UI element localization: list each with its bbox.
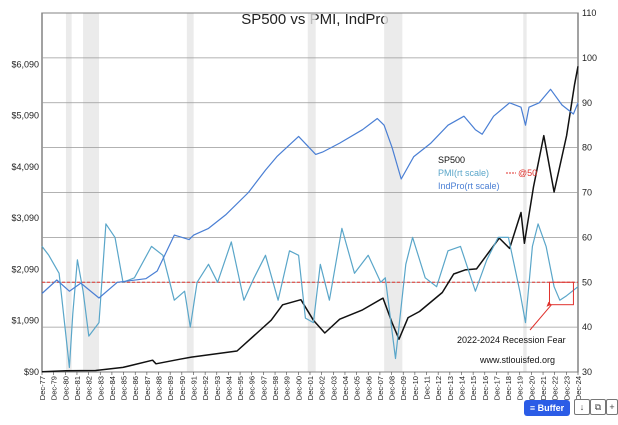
- x-tick-label: Dec-13: [446, 376, 455, 400]
- x-tick-label: Dec-88: [155, 376, 164, 400]
- series-line-pmi-rt-scale-: [41, 223, 579, 369]
- x-tick-label: Dec-07: [376, 376, 385, 400]
- y-left-tick-label: $2,090: [11, 264, 39, 274]
- x-tick-label: Dec-99: [283, 376, 292, 400]
- x-tick-label: Dec-24: [574, 376, 583, 400]
- series-line-indpro-rt-scale-: [41, 88, 579, 299]
- x-tick-label: Dec-04: [341, 376, 350, 400]
- x-tick-label: Dec-92: [201, 376, 210, 400]
- x-tick-label: Dec-89: [166, 376, 175, 400]
- expand-icon[interactable]: +: [606, 399, 618, 415]
- x-tick-label: Dec-10: [411, 376, 420, 400]
- x-tick-label: Dec-94: [224, 376, 233, 400]
- x-tick-label: Dec-16: [481, 376, 490, 400]
- y-right-tick-label: 50: [582, 277, 592, 287]
- y-left-tick-label: $1,090: [11, 316, 39, 326]
- x-tick-label: Dec-83: [96, 376, 105, 400]
- x-tick-label: Dec-09: [399, 376, 408, 400]
- y-left-tick-label: $6,090: [11, 59, 39, 69]
- x-tick-label: Dec-85: [120, 376, 129, 400]
- annotations: 2022-2024 Recession Fear www.stlouisfed.o…: [457, 281, 574, 365]
- x-tick-label: Dec-11: [423, 376, 432, 400]
- x-tick-label: Dec-90: [178, 376, 187, 400]
- x-tick-label: Dec-77: [38, 376, 47, 400]
- series-line-sp500: [41, 66, 579, 373]
- x-tick-label: Dec-02: [318, 376, 327, 400]
- x-tick-label: Dec-01: [306, 376, 315, 400]
- x-tick-label: Dec-23: [562, 376, 571, 400]
- recession-fear-arrow: [529, 304, 552, 331]
- x-tick-label: Dec-14: [457, 376, 466, 400]
- x-tick-label: Dec-17: [492, 376, 501, 400]
- y-right-tick-label: 80: [582, 143, 592, 153]
- download-icon[interactable]: ↓: [574, 399, 590, 415]
- recession-fear-arrowhead: [546, 301, 552, 307]
- x-tick-label: Dec-84: [108, 376, 117, 400]
- x-tick-label: Dec-20: [527, 376, 536, 400]
- y-right-tick-label: 40: [582, 322, 592, 332]
- x-tick-label: Dec-86: [131, 376, 140, 400]
- x-tick-label: Dec-80: [61, 376, 70, 400]
- x-tick-label: Dec-97: [259, 376, 268, 400]
- x-tick-label: Dec-00: [294, 376, 303, 400]
- x-tick-label: Dec-06: [364, 376, 373, 400]
- y-right-tick-label: 70: [582, 188, 592, 198]
- x-tick-label: Dec-87: [143, 376, 152, 400]
- y-right-tick-label: 90: [582, 98, 592, 108]
- y-right-tick-label: 110: [582, 8, 596, 18]
- legend-ref-label: @50: [518, 168, 537, 178]
- buffer-icon: ≡: [529, 403, 538, 413]
- share-icon[interactable]: ⧉: [590, 399, 606, 415]
- legend-entry-2: IndPro(rt scale): [438, 181, 500, 191]
- x-tick-label: Dec-05: [353, 376, 362, 400]
- y-left-tick-label: $90: [24, 367, 39, 377]
- buffer-button[interactable]: ≡ Buffer: [524, 400, 570, 416]
- x-tick-label: Dec-81: [73, 376, 82, 400]
- x-tick-label: Dec-91: [189, 376, 198, 400]
- x-tick-label: Dec-03: [329, 376, 338, 400]
- x-tick-label: Dec-22: [551, 376, 560, 400]
- legend-entry-0: SP500: [438, 155, 465, 165]
- x-tick-label: Dec-96: [248, 376, 257, 400]
- y-right-tick-label: 100: [582, 53, 597, 63]
- legend-entry-1: PMI(rt scale): [438, 168, 489, 178]
- y-right-tick-label: 60: [582, 232, 592, 242]
- x-tick-label: Dec-19: [516, 376, 525, 400]
- recession-fear-box: [548, 281, 574, 306]
- x-tick-label: Dec-98: [271, 376, 280, 400]
- y-left-tick-label: $3,090: [11, 213, 39, 223]
- x-tick-label: Dec-95: [236, 376, 245, 400]
- x-tick-label: Dec-18: [504, 376, 513, 400]
- buffer-label: Buffer: [537, 403, 565, 413]
- x-tick-label: Dec-15: [469, 376, 478, 400]
- legend: SP500 PMI(rt scale) @50 IndPro(rt scale): [438, 155, 537, 191]
- annotation-recession-fear: 2022-2024 Recession Fear: [457, 335, 566, 345]
- x-tick-label: Dec-08: [388, 376, 397, 400]
- x-tick-label: Dec-82: [85, 376, 94, 400]
- annotation-source: www.stlouisfed.org: [479, 355, 555, 365]
- y-right-tick-label: 30: [582, 367, 592, 377]
- y-left-tick-label: $5,090: [11, 111, 39, 121]
- x-tick-label: Dec-79: [50, 376, 59, 400]
- axes: $90 $1,090 $2,090 $3,090 $4,090 $5,090 $6,090 3…: [11, 8, 597, 400]
- y-left-tick-label: $4,090: [11, 162, 39, 172]
- series-layer: [41, 66, 579, 373]
- x-tick-label: Dec-93: [213, 376, 222, 400]
- x-tick-label: Dec-12: [434, 376, 443, 400]
- x-tick-label: Dec-21: [539, 376, 548, 400]
